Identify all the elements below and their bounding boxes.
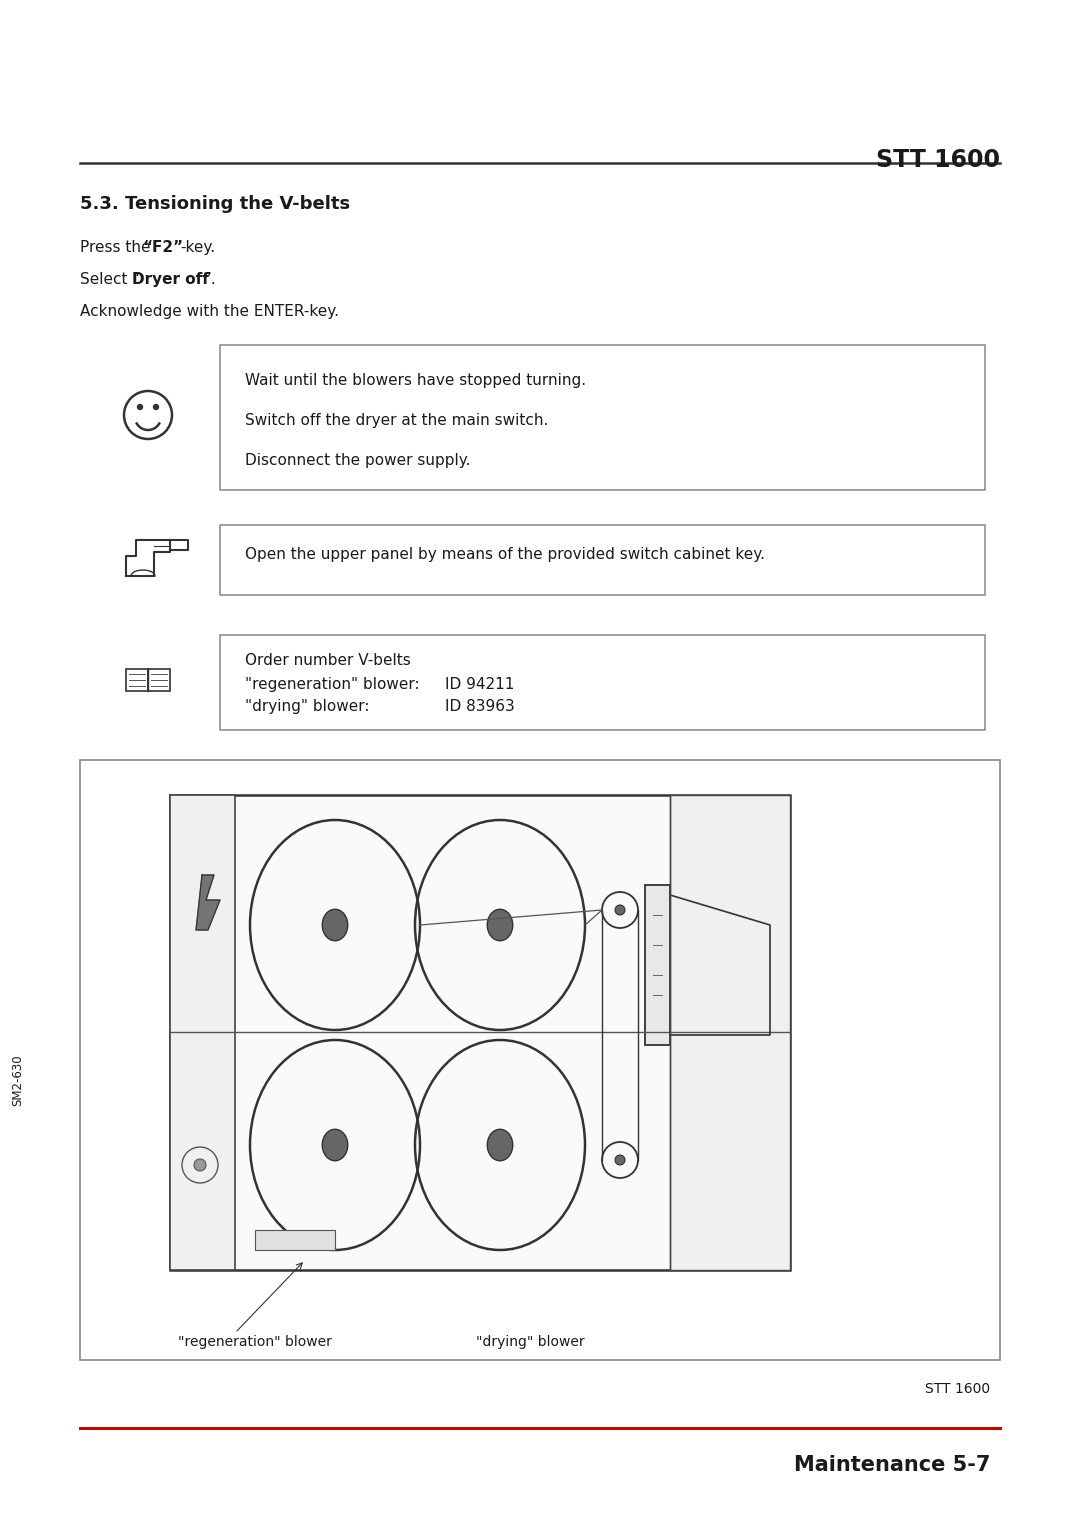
Circle shape <box>137 404 143 410</box>
Text: "drying" blower:: "drying" blower: <box>245 698 369 714</box>
Bar <box>148 669 170 691</box>
Text: Switch off the dryer at the main switch.: Switch off the dryer at the main switch. <box>245 413 549 429</box>
Bar <box>220 345 985 490</box>
Text: STT 1600: STT 1600 <box>876 148 1000 172</box>
Text: "regeneration" blower:: "regeneration" blower: <box>245 677 420 692</box>
Circle shape <box>153 404 159 410</box>
Text: -key.: -key. <box>180 239 215 255</box>
Text: Dryer off: Dryer off <box>132 271 208 287</box>
Text: ”.: ”. <box>204 271 217 287</box>
Bar <box>255 1231 335 1250</box>
Bar <box>170 795 789 1270</box>
Text: 5.3. Tensioning the V-belts: 5.3. Tensioning the V-belts <box>80 195 350 214</box>
Circle shape <box>194 1159 206 1171</box>
Text: “F2”: “F2” <box>141 239 184 255</box>
Bar <box>220 525 985 595</box>
Text: Disconnect the power supply.: Disconnect the power supply. <box>245 453 471 468</box>
Text: Maintenance 5-7: Maintenance 5-7 <box>794 1455 990 1475</box>
Bar <box>126 669 148 691</box>
Bar <box>670 795 789 1270</box>
Text: Order number V-belts: Order number V-belts <box>245 653 410 668</box>
Text: Press the: Press the <box>80 239 156 255</box>
Ellipse shape <box>487 1128 513 1161</box>
Bar <box>80 759 1000 1360</box>
Ellipse shape <box>322 1128 348 1161</box>
Text: STT 1600: STT 1600 <box>924 1382 990 1395</box>
Text: Wait until the blowers have stopped turning.: Wait until the blowers have stopped turn… <box>245 374 586 387</box>
Text: Select “: Select “ <box>80 271 140 287</box>
Ellipse shape <box>322 909 348 941</box>
Bar <box>170 795 235 1270</box>
Polygon shape <box>195 875 220 930</box>
Ellipse shape <box>487 909 513 941</box>
Text: Open the upper panel by means of the provided switch cabinet key.: Open the upper panel by means of the pro… <box>245 547 765 563</box>
Bar <box>220 634 985 730</box>
Text: SM2-630: SM2-630 <box>12 1054 25 1106</box>
Bar <box>645 884 670 1045</box>
Circle shape <box>615 904 625 915</box>
Circle shape <box>615 1154 625 1165</box>
Text: "drying" blower: "drying" blower <box>475 1334 584 1350</box>
Text: Acknowledge with the ENTER-key.: Acknowledge with the ENTER-key. <box>80 303 339 319</box>
Text: ID 83963: ID 83963 <box>445 698 515 714</box>
Text: "regeneration" blower: "regeneration" blower <box>178 1334 332 1350</box>
Text: ID 94211: ID 94211 <box>445 677 514 692</box>
